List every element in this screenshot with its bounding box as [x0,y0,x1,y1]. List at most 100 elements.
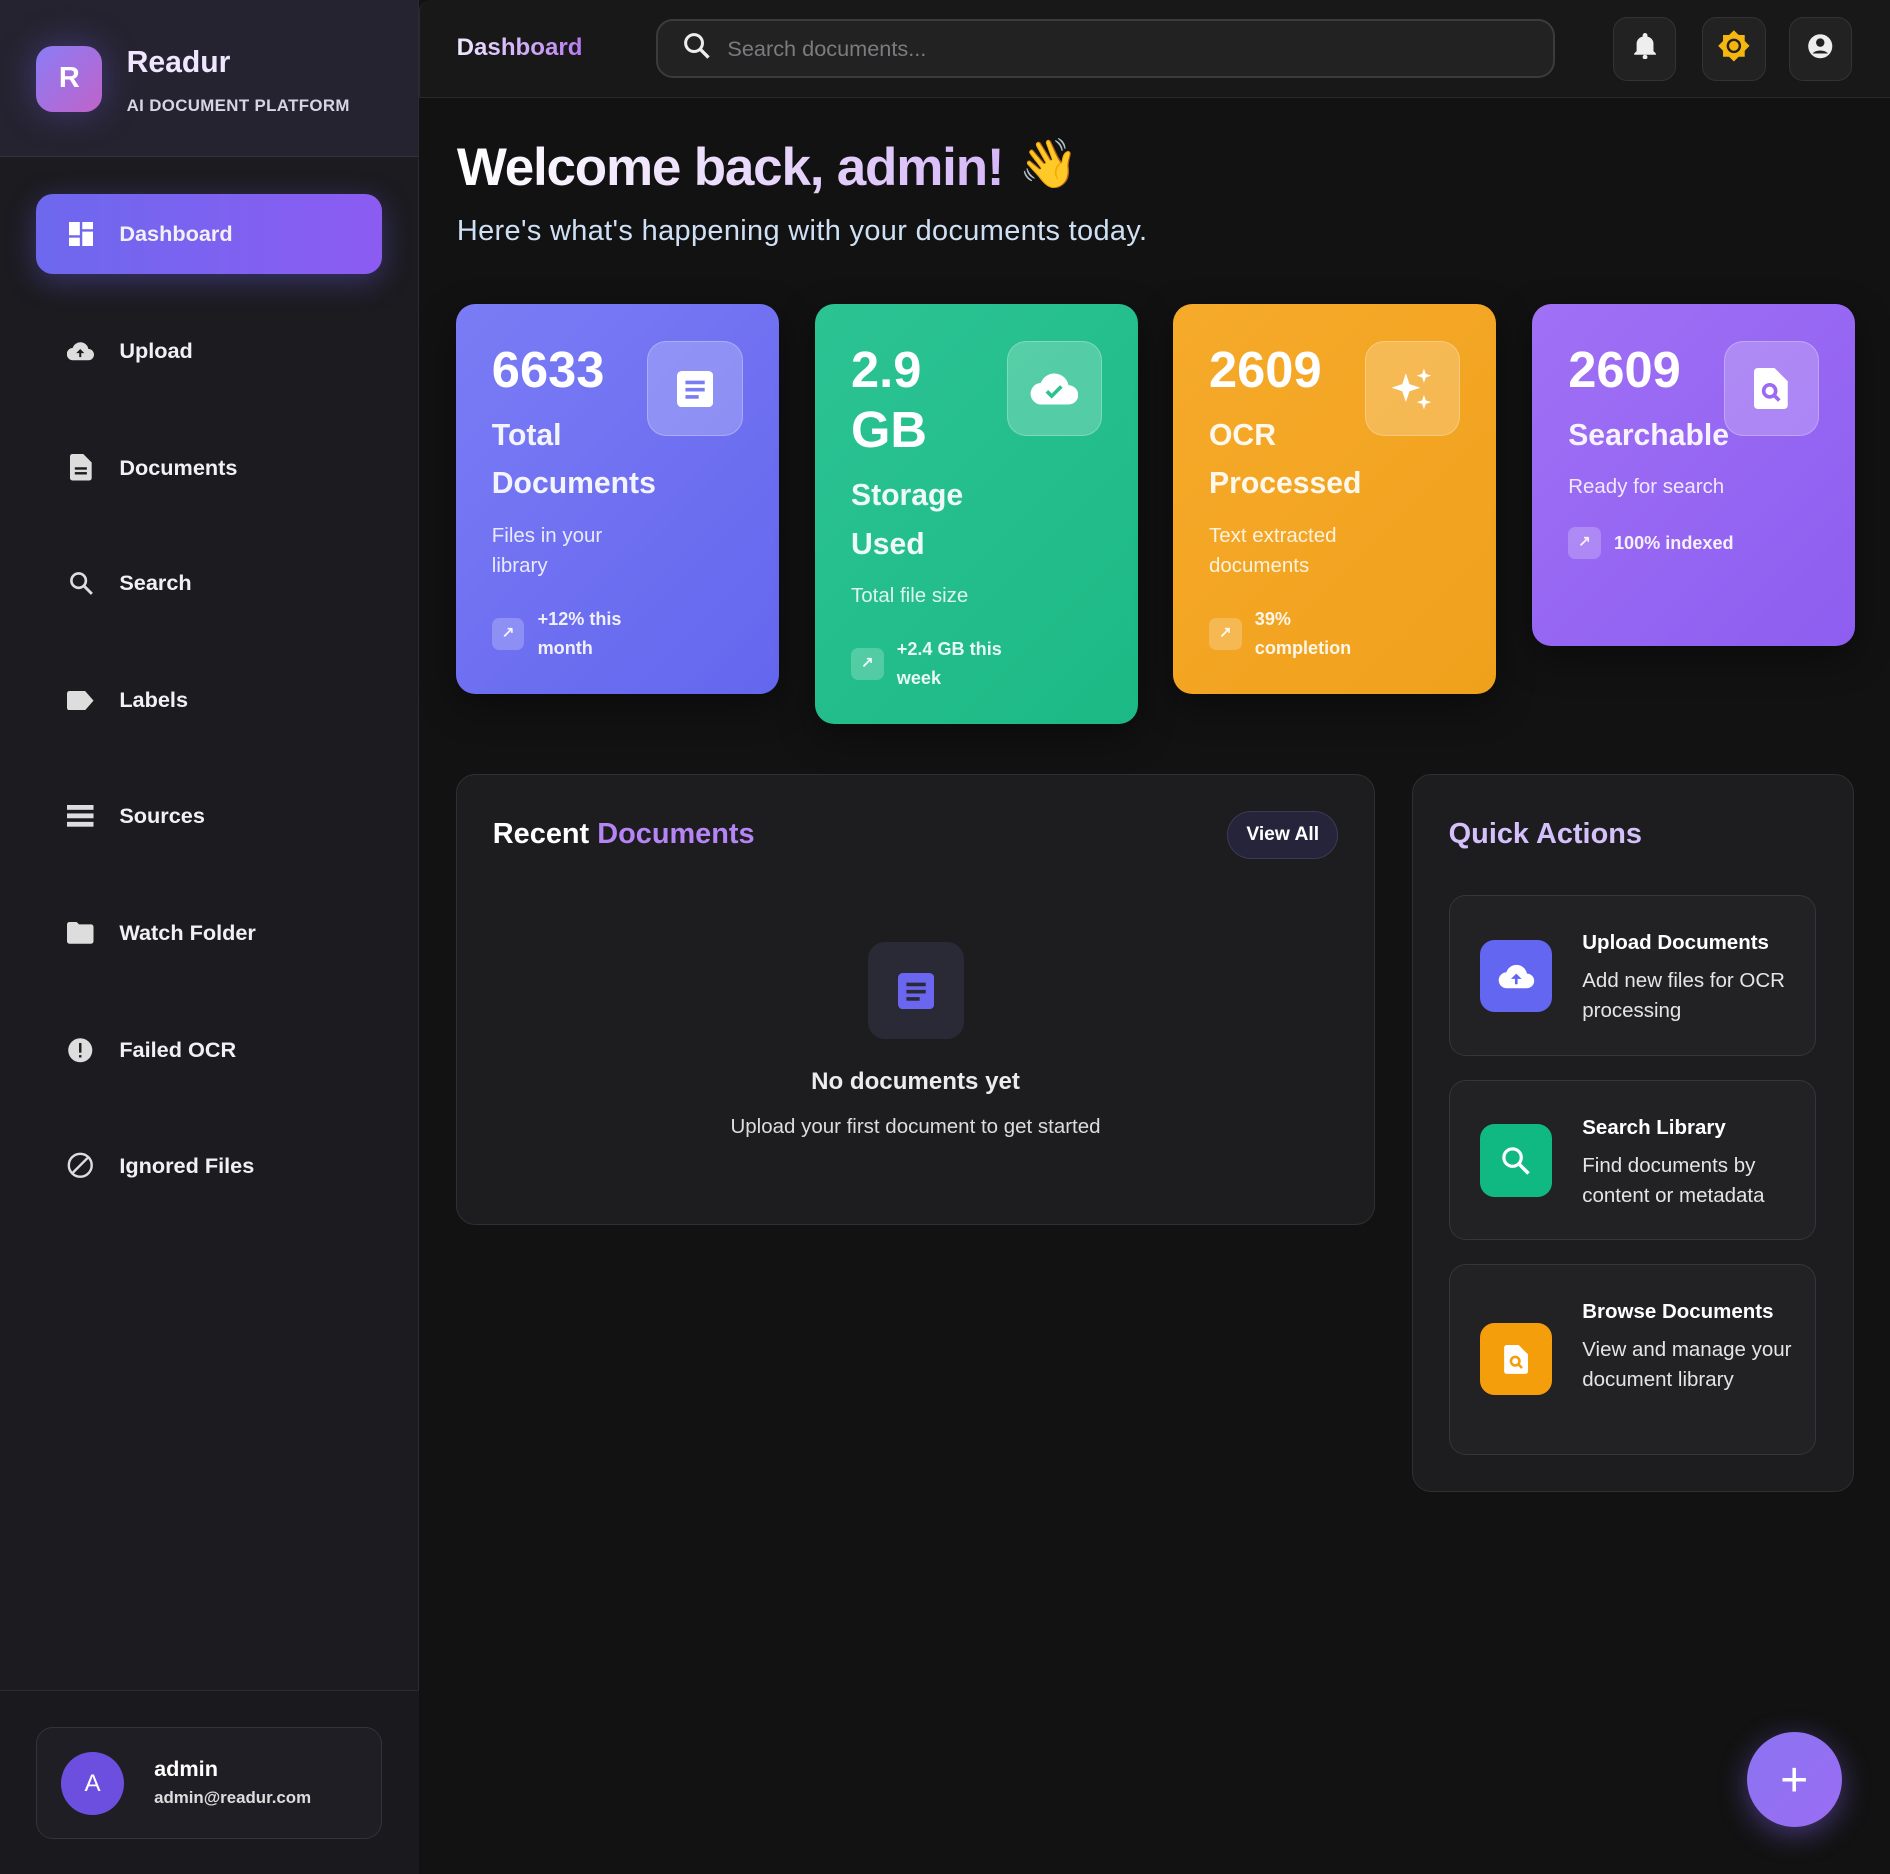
top-bar: Dashboard [419,0,1890,98]
trending-up-icon: ↗ [1568,526,1601,560]
quick-action-description: Find documents by content or metadata [1582,1153,1765,1207]
sidebar-item-label: Labels [119,687,189,713]
quick-action-search[interactable]: Search Library Find documents by content… [1448,1079,1817,1241]
search-icon [1479,1124,1553,1197]
sidebar-item-upload[interactable]: Upload [36,311,382,391]
find-in-page-icon [1479,1323,1553,1396]
user-email: admin@readur.com [154,1788,312,1808]
waving-hand-icon: 👋 [1018,137,1079,191]
stat-label: OCR Processed [1209,419,1362,501]
sidebar-item-label: Failed OCR [119,1036,237,1062]
folder-icon [67,920,94,947]
brand-header: R Readur AI DOCUMENT PLATFORM [0,0,419,157]
sidebar-item-ignored-files[interactable]: Ignored Files [36,1126,382,1206]
document-icon [67,454,94,481]
sidebar-item-sources[interactable]: Sources [36,776,382,856]
search-icon [682,31,711,66]
stat-card-searchable[interactable]: 2609 Searchable Ready for search ↗ 100% i… [1532,303,1856,647]
sidebar-item-label: Watch Folder [119,919,256,945]
brand-subtitle: AI DOCUMENT PLATFORM [126,96,350,116]
find-in-page-icon [1723,341,1819,437]
sidebar-item-dashboard[interactable]: Dashboard [36,194,383,274]
quick-action-browse[interactable]: Browse Documents View and manage your do… [1448,1264,1817,1455]
stat-card-ocr-processed[interactable]: 2609 OCR Processed Text extracted docume… [1172,303,1496,695]
document-icon [867,942,965,1039]
add-fab-button[interactable]: + [1746,1732,1842,1828]
stat-value: 2609 [1568,340,1681,398]
search-input[interactable] [727,35,1511,62]
sidebar-item-label: Documents [119,454,238,480]
stat-description: Files in your library [491,523,603,577]
stat-card-storage-used[interactable]: 2.9 GB Storage Used Total file size ↗ +2.… [814,303,1138,725]
sidebar-item-watch-folder[interactable]: Watch Folder [36,893,382,973]
search-box[interactable] [655,19,1555,79]
sidebar-item-search[interactable]: Search [36,544,382,624]
sun-icon [1717,29,1751,69]
label-icon [67,687,94,714]
page-title: Dashboard [456,33,583,61]
document-icon [647,341,743,437]
user-name: admin [154,1755,218,1781]
theme-toggle-button[interactable] [1701,16,1766,81]
stat-trend: +12% this month [537,609,622,658]
stat-value: 2.9 GB [851,340,927,459]
stat-description: Ready for search [1568,475,1725,499]
user-card[interactable]: A admin admin@readur.com [36,1727,383,1840]
welcome-heading: Welcome back, admin! [456,138,1005,198]
stat-description: Total file size [851,583,969,607]
stat-label: Storage Used [851,479,964,561]
stat-trend: +2.4 GB this week [896,639,1002,689]
search-icon [67,570,94,597]
cloud-upload-icon [67,338,94,365]
trending-up-icon: ↗ [851,647,884,681]
logo[interactable]: R [36,45,103,113]
quick-action-title: Search Library [1582,1115,1726,1139]
notifications-button[interactable] [1612,16,1677,81]
panel-title-accent: Documents [597,818,755,851]
empty-state-title: No documents yet [811,1067,1020,1095]
welcome-subtitle: Here's what's happening with your docume… [456,214,1148,247]
sidebar-item-documents[interactable]: Documents [36,428,382,508]
empty-state-description: Upload your first document to get starte… [730,1114,1101,1138]
stat-description: Text extracted documents [1209,523,1337,577]
block-icon [67,1152,94,1179]
stat-card-total-documents[interactable]: 6633 Total Documents Files in your libra… [455,303,779,695]
sidebar-item-labels[interactable]: Labels [36,661,382,741]
sidebar-item-label: Sources [119,803,205,829]
cloud-done-icon [1006,341,1102,437]
quick-action-title: Upload Documents [1582,931,1769,955]
sidebar-item-failed-ocr[interactable]: Failed OCR [36,1010,382,1090]
trending-up-icon: ↗ [491,617,525,651]
view-all-button[interactable]: View All [1227,811,1339,860]
quick-actions-panel: Quick Actions Upload Documents Add new f… [1411,773,1854,1493]
quick-action-title: Browse Documents [1582,1300,1774,1324]
bell-icon [1633,32,1657,66]
account-button[interactable] [1788,16,1853,81]
sidebar-item-label: Upload [119,337,193,363]
brand-name: Readur [126,45,231,79]
panel-title-part: Recent [492,818,590,851]
panel-title: Recent Documents [493,818,755,851]
stat-value: 6633 [491,340,605,398]
storage-icon [67,803,94,830]
trending-up-icon: ↗ [1209,617,1242,651]
stat-value: 2609 [1209,340,1322,398]
error-icon [67,1037,94,1064]
quick-action-description: View and manage your document library [1582,1338,1792,1392]
stat-trend: 100% indexed [1614,532,1734,553]
stat-label: Total Documents [491,419,656,501]
sparkle-icon [1364,341,1460,437]
panel-title: Quick Actions [1448,818,1642,851]
account-circle-icon [1807,33,1834,66]
sidebar-item-label: Dashboard [119,220,233,246]
sidebar: R Readur AI DOCUMENT PLATFORM Dashboard … [0,0,420,1874]
quick-action-description: Add new files for OCR processing [1582,969,1785,1023]
stat-label: Searchable [1568,419,1729,453]
user-section: A admin admin@readur.com [0,1689,420,1874]
dashboard-icon [67,221,94,248]
quick-action-upload[interactable]: Upload Documents Add new files for OCR p… [1448,895,1817,1056]
sidebar-item-label: Ignored Files [119,1152,255,1178]
sidebar-item-label: Search [119,570,192,596]
avatar: A [61,1752,124,1815]
cloud-upload-icon [1479,939,1553,1013]
